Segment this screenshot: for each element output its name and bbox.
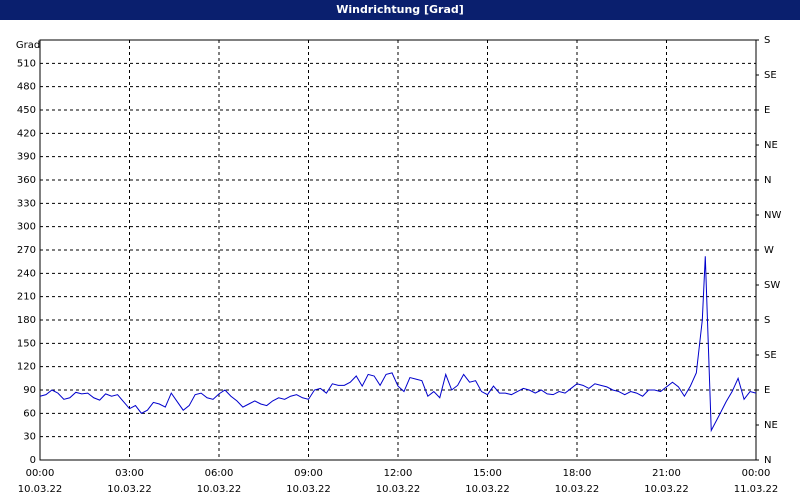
y-tick-label: 210 xyxy=(17,292,36,303)
x-tick-label: 03:00 xyxy=(115,468,144,479)
y2-tick-label: E xyxy=(764,385,770,396)
y-tick-label: 90 xyxy=(23,385,36,396)
y2-tick-label: SW xyxy=(764,280,780,291)
x-tick-date: 10.03.22 xyxy=(644,484,689,495)
x-tick-date: 10.03.22 xyxy=(376,484,421,495)
y-tick-label: 150 xyxy=(17,338,36,349)
y2-tick-label: E xyxy=(764,105,770,116)
y-tick-label: 330 xyxy=(17,198,36,209)
x-tick-date: 10.03.22 xyxy=(286,484,331,495)
y2-tick-label: N xyxy=(764,175,771,186)
x-tick-date: 10.03.22 xyxy=(18,484,63,495)
title-bar xyxy=(0,0,800,20)
y-tick-label: 270 xyxy=(17,245,36,256)
x-tick-label: 21:00 xyxy=(652,468,681,479)
y-tick-label: 240 xyxy=(17,268,36,279)
x-tick-label: 15:00 xyxy=(473,468,502,479)
y-tick-label: 30 xyxy=(23,432,36,443)
y-tick-label: 0 xyxy=(30,455,36,466)
y2-tick-label: NW xyxy=(764,210,781,221)
y-tick-label: 360 xyxy=(17,175,36,186)
y-tick-label: 510 xyxy=(17,58,36,69)
x-tick-date: 10.03.22 xyxy=(465,484,510,495)
x-tick-label: 18:00 xyxy=(563,468,592,479)
x-tick-date: 11.03.22 xyxy=(734,484,779,495)
y-tick-label: 120 xyxy=(17,362,36,373)
y-tick-label: 300 xyxy=(17,222,36,233)
y2-tick-label: N xyxy=(764,455,771,466)
chart-title: Windrichtung [Grad] xyxy=(336,3,464,16)
x-tick-date: 10.03.22 xyxy=(197,484,242,495)
y-tick-label: 60 xyxy=(23,408,36,419)
x-tick-label: 00:00 xyxy=(26,468,55,479)
y2-tick-label: NE xyxy=(764,140,778,151)
y-tick-label: 180 xyxy=(17,315,36,326)
y-tick-label: 390 xyxy=(17,152,36,163)
x-tick-label: 06:00 xyxy=(205,468,234,479)
y2-tick-label: NE xyxy=(764,420,778,431)
x-tick-date: 10.03.22 xyxy=(107,484,152,495)
x-tick-label: 12:00 xyxy=(384,468,413,479)
y2-tick-label: S xyxy=(764,35,770,46)
y2-tick-label: W xyxy=(764,245,774,256)
x-tick-label: 09:00 xyxy=(294,468,323,479)
y-tick-label: 480 xyxy=(17,82,36,93)
y2-tick-label: SE xyxy=(764,350,777,361)
x-tick-label: 00:00 xyxy=(742,468,771,479)
y-axis-label: Grad xyxy=(16,40,40,51)
data-line xyxy=(39,256,757,433)
y-tick-label: 420 xyxy=(17,128,36,139)
x-tick-date: 10.03.22 xyxy=(555,484,600,495)
y2-tick-label: SE xyxy=(764,70,777,81)
y2-tick-label: S xyxy=(764,315,770,326)
y-tick-label: 450 xyxy=(17,105,36,116)
